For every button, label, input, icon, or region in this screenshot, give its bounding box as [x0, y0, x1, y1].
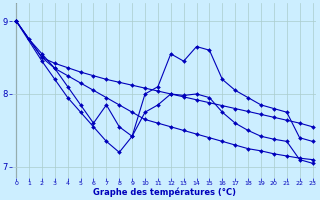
X-axis label: Graphe des températures (°C): Graphe des températures (°C)	[93, 188, 236, 197]
